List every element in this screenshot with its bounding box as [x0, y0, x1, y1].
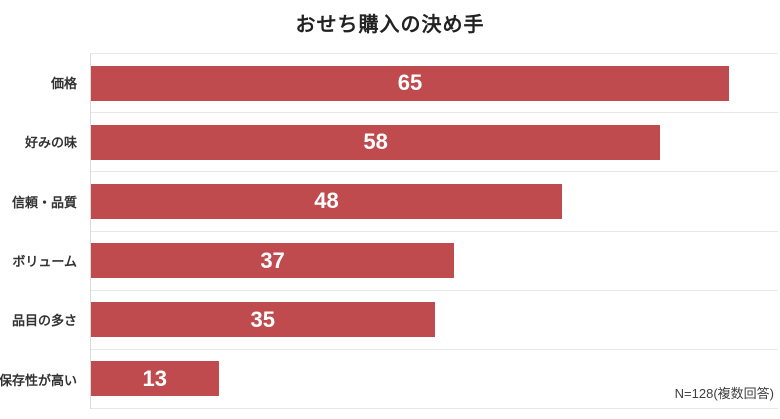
bar: 35: [91, 302, 435, 338]
category-label: 信頼・品質: [11, 194, 77, 210]
plot-area: 65 58 48 37 35 13: [90, 53, 778, 410]
category-label: 価格: [50, 76, 77, 92]
category-label: 品目の多さ: [11, 313, 77, 329]
category-label: 好みの味: [24, 135, 77, 151]
bar: 48: [91, 183, 563, 219]
bar-value-label: 58: [363, 129, 388, 155]
chart-title: おせち購入の決め手: [295, 14, 485, 36]
bar-row: 48: [91, 172, 778, 232]
sample-size-note: N=128(複数回答): [674, 386, 774, 401]
bar-value-label: 48: [314, 188, 339, 214]
bar-value-label: 13: [142, 365, 168, 391]
bar-row: 35: [91, 291, 778, 350]
bar-value-label: 37: [260, 247, 285, 273]
bar-value-label: 65: [397, 70, 423, 96]
bar-value-label: 35: [250, 306, 275, 332]
bar: 65: [91, 65, 729, 101]
bar-row: 13: [91, 350, 778, 410]
bar-row: 37: [91, 232, 778, 291]
bar: 13: [91, 361, 219, 397]
bar: 58: [91, 124, 661, 160]
category-label: ボリューム: [12, 254, 77, 270]
category-labels: 価格好みの味信頼・品質ボリューム品目の多さ保存性が高い: [0, 53, 89, 409]
bar: 37: [91, 243, 455, 279]
bar-row: 65: [91, 54, 778, 114]
bar-row: 58: [91, 113, 778, 173]
category-label: 保存性が高い: [0, 372, 77, 388]
